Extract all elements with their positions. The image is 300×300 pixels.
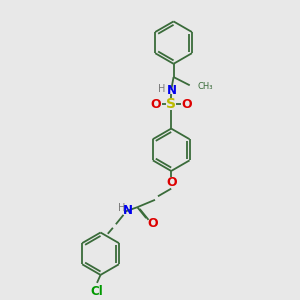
Text: H: H <box>158 84 166 94</box>
Text: N: N <box>123 204 133 217</box>
Text: N: N <box>167 83 177 97</box>
Text: CH₃: CH₃ <box>197 82 213 91</box>
Text: O: O <box>181 98 192 111</box>
Text: S: S <box>166 97 176 111</box>
Text: Cl: Cl <box>90 285 103 298</box>
Text: O: O <box>166 176 176 189</box>
Text: H: H <box>118 203 125 213</box>
Text: O: O <box>147 218 158 230</box>
Text: O: O <box>151 98 161 111</box>
